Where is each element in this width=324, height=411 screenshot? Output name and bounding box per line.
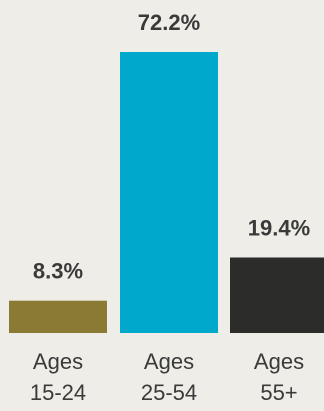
value-label-1: 72.2% <box>138 10 200 35</box>
category-label-0: Ages 15-24 <box>30 349 86 405</box>
value-label-0: 8.3% <box>33 259 83 284</box>
category-label-1: Ages 25-54 <box>141 349 197 405</box>
bar-2 <box>230 257 324 333</box>
bar-0 <box>9 300 107 333</box>
bar-1 <box>120 52 218 333</box>
category-label-2: Ages 55+ <box>254 349 304 405</box>
value-label-2: 19.4% <box>248 215 310 240</box>
